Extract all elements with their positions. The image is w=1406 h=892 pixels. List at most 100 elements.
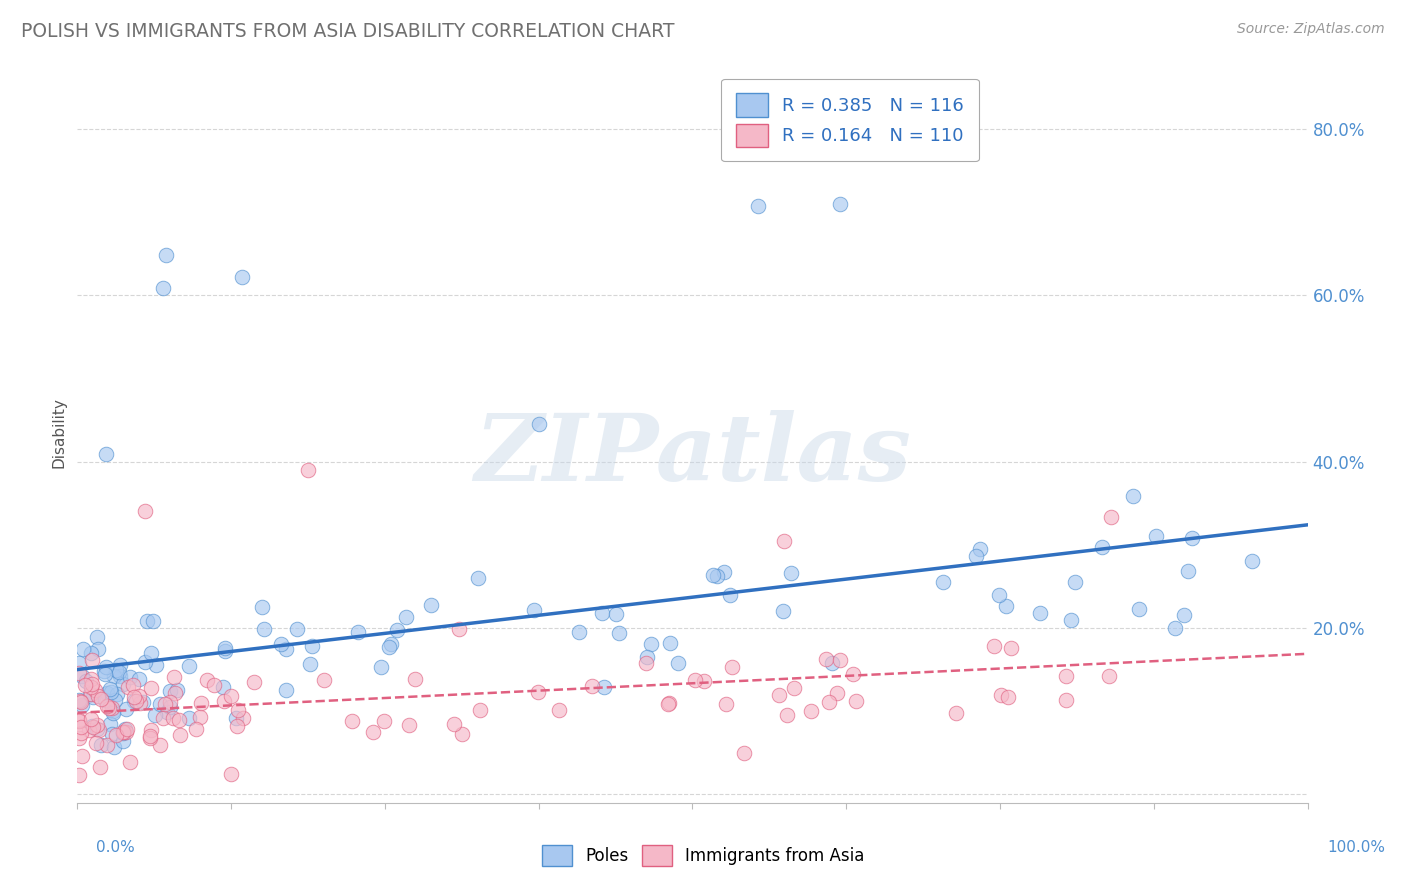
Point	[276, 682, 298, 697]
Point	[347, 624, 370, 639]
Point	[152, 281, 174, 295]
Point	[83, 682, 105, 697]
Point	[69, 694, 91, 708]
Point	[340, 714, 363, 728]
Point	[94, 693, 117, 707]
Point	[70, 695, 93, 709]
Point	[98, 717, 121, 731]
Point	[101, 704, 124, 718]
Point	[111, 733, 134, 747]
Point	[243, 674, 266, 689]
Point	[467, 571, 489, 585]
Point	[253, 622, 276, 636]
Point	[1164, 621, 1187, 635]
Point	[87, 641, 110, 656]
Point	[997, 690, 1019, 704]
Point	[607, 625, 630, 640]
Point	[103, 669, 125, 683]
Point	[118, 670, 141, 684]
Point	[139, 681, 162, 695]
Point	[80, 677, 103, 691]
Point	[89, 723, 111, 737]
Point	[270, 637, 292, 651]
Point	[219, 689, 242, 703]
Point	[214, 641, 236, 656]
Point	[398, 717, 420, 731]
Point	[82, 720, 104, 734]
Point	[67, 731, 90, 745]
Point	[212, 694, 235, 708]
Point	[89, 760, 111, 774]
Text: 0.0%: 0.0%	[96, 840, 135, 855]
Point	[86, 630, 108, 644]
Legend: R = 0.385   N = 116, R = 0.164   N = 110: R = 0.385 N = 116, R = 0.164 N = 110	[721, 78, 979, 161]
Point	[658, 696, 681, 710]
Point	[773, 534, 796, 549]
Point	[80, 712, 103, 726]
Point	[108, 665, 131, 680]
Point	[165, 686, 187, 700]
Point	[134, 655, 156, 669]
Point	[298, 657, 321, 671]
Point	[702, 568, 724, 582]
Point	[67, 768, 90, 782]
Point	[108, 658, 131, 673]
Point	[1098, 669, 1121, 683]
Point	[845, 693, 868, 707]
Point	[605, 607, 627, 622]
Point	[159, 700, 181, 714]
Point	[69, 719, 91, 733]
Point	[593, 681, 616, 695]
Point	[96, 685, 118, 699]
Point	[128, 672, 150, 686]
Point	[179, 710, 201, 724]
Point	[285, 622, 308, 636]
Point	[591, 606, 613, 620]
Point	[232, 711, 254, 725]
Point	[666, 656, 689, 670]
Point	[636, 649, 658, 664]
Point	[105, 663, 128, 677]
Point	[842, 667, 865, 681]
Point	[733, 746, 755, 760]
Point	[1054, 669, 1077, 683]
Point	[138, 730, 160, 744]
Point	[96, 738, 118, 752]
Point	[226, 718, 249, 732]
Point	[69, 726, 91, 740]
Point	[156, 705, 179, 719]
Point	[72, 748, 94, 763]
Point	[779, 566, 801, 580]
Point	[67, 656, 90, 670]
Point	[568, 624, 591, 639]
Point	[1173, 608, 1195, 623]
Point	[297, 463, 319, 477]
Point	[301, 640, 323, 654]
Point	[1144, 529, 1167, 543]
Point	[825, 685, 848, 699]
Point	[149, 738, 172, 752]
Point	[830, 197, 852, 211]
Point	[98, 701, 121, 715]
Point	[747, 199, 769, 213]
Point	[945, 706, 967, 720]
Point	[226, 703, 249, 717]
Point	[932, 574, 955, 589]
Point	[70, 669, 93, 683]
Point	[67, 714, 90, 729]
Point	[657, 697, 679, 711]
Point	[1181, 532, 1204, 546]
Point	[145, 707, 167, 722]
Point	[276, 641, 298, 656]
Point	[111, 725, 134, 739]
Point	[772, 604, 794, 618]
Point	[103, 706, 125, 720]
Point	[1128, 602, 1150, 616]
Point	[1091, 541, 1114, 555]
Point	[1029, 607, 1052, 621]
Point	[188, 710, 211, 724]
Point	[1054, 693, 1077, 707]
Point	[526, 685, 548, 699]
Point	[713, 565, 735, 579]
Point	[830, 653, 852, 667]
